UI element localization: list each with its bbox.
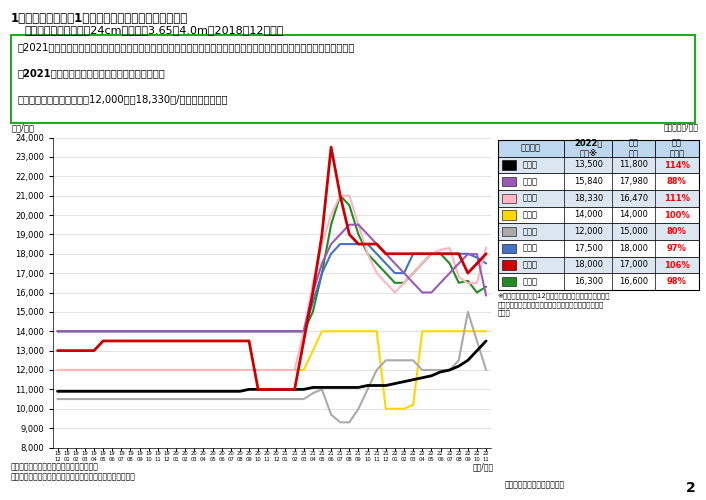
- Text: 11,800: 11,800: [619, 160, 648, 170]
- Text: 100%: 100%: [664, 210, 690, 220]
- Bar: [498, 274, 699, 290]
- Bar: [502, 177, 516, 186]
- Text: 114%: 114%: [664, 160, 690, 170]
- Bar: [498, 206, 699, 224]
- Text: 秋田県: 秋田県: [522, 177, 537, 186]
- Text: ・直近のスギ原木価格は、12,000円～18,330円/㎥となっている。: ・直近のスギ原木価格は、12,000円～18,330円/㎥となっている。: [18, 94, 228, 104]
- Text: ア　スギ（全国）　彄24cm程度、长3.65～4.0m（2018年12月～）: ア スギ（全国） 彄24cm程度、长3.65～4.0m（2018年12月～）: [25, 25, 284, 35]
- Text: 18,330: 18,330: [574, 194, 603, 203]
- Bar: [502, 277, 516, 286]
- Text: 16,300: 16,300: [574, 277, 603, 286]
- Text: 17,500: 17,500: [574, 244, 603, 253]
- Bar: [498, 140, 699, 156]
- Text: 111%: 111%: [664, 194, 690, 203]
- Bar: [498, 256, 699, 274]
- Text: 15,000: 15,000: [619, 227, 648, 236]
- Bar: [498, 156, 699, 174]
- Text: 熊本県: 熊本県: [522, 260, 537, 270]
- Text: 前年
同期比: 前年 同期比: [669, 138, 684, 158]
- Text: 岡山県: 岡山県: [522, 227, 537, 236]
- Text: （円/㎥）: （円/㎥）: [11, 124, 35, 133]
- Text: 17,000: 17,000: [619, 260, 648, 270]
- Text: 注２：都道府県が選定した特定の原木市場・共販所の価格。: 注２：都道府県が選定した特定の原木市場・共販所の価格。: [11, 472, 136, 482]
- Text: （年/月）: （年/月）: [473, 462, 494, 471]
- Bar: [502, 160, 516, 170]
- Text: 18,000: 18,000: [619, 244, 648, 253]
- Text: 80%: 80%: [667, 227, 687, 236]
- Text: 88%: 88%: [667, 177, 687, 186]
- Text: 106%: 106%: [664, 260, 690, 270]
- Bar: [498, 240, 699, 256]
- Bar: [502, 244, 516, 253]
- Text: 16,600: 16,600: [619, 277, 648, 286]
- Text: 14,000: 14,000: [574, 210, 603, 220]
- Text: 98%: 98%: [667, 277, 687, 286]
- Text: 長野県: 長野県: [522, 210, 537, 220]
- Text: 14,000: 14,000: [619, 210, 648, 220]
- Text: 宮崎県: 宮崎県: [522, 277, 537, 286]
- Text: 13,500: 13,500: [574, 160, 603, 170]
- Text: 16,470: 16,470: [619, 194, 648, 203]
- Text: 栃木県: 栃木県: [522, 194, 537, 203]
- Bar: [502, 227, 516, 236]
- Bar: [502, 194, 516, 203]
- Text: ※北海道については12月、秋田県、栃木県、長野県、岡
山県、高知県、熊本県及び宮崎県については１月の値を
使用。: ※北海道については12月、秋田県、栃木県、長野県、岡 山県、高知県、熊本県及び宮…: [498, 292, 610, 316]
- Text: ・2021年４月以降、いわゆるウッドショックにより価格が大きく上昇し、その後一部の地域で下落したが、全般的には、: ・2021年４月以降、いわゆるウッドショックにより価格が大きく上昇し、その後一部…: [18, 42, 355, 52]
- Text: 高知県: 高知県: [522, 244, 537, 253]
- Text: 15,840: 15,840: [574, 177, 603, 186]
- Text: 注１：北海道はカラマツ（工場着価格）。: 注１：北海道はカラマツ（工場着価格）。: [11, 462, 98, 471]
- Bar: [498, 224, 699, 240]
- Bar: [502, 210, 516, 220]
- Text: 2: 2: [686, 481, 695, 495]
- Text: 97%: 97%: [667, 244, 687, 253]
- Bar: [502, 260, 516, 270]
- Text: 都道府県: 都道府県: [521, 144, 541, 153]
- Text: 2022年
直近※: 2022年 直近※: [574, 138, 602, 158]
- Bar: [498, 190, 699, 206]
- Text: 17,980: 17,980: [619, 177, 648, 186]
- Text: 12,000: 12,000: [574, 227, 603, 236]
- Text: （単位：円/㎥）: （単位：円/㎥）: [664, 122, 699, 131]
- Text: 1　価格の動向　（1）原木価格（原木市場・共販所）: 1 価格の動向 （1）原木価格（原木市場・共販所）: [11, 12, 188, 26]
- Text: 2021年３月以前と比較すると高い水準で推移。: 2021年３月以前と比較すると高い水準で推移。: [18, 68, 165, 78]
- Bar: [498, 174, 699, 190]
- Text: 北海道: 北海道: [522, 160, 537, 170]
- Text: 前年
同期: 前年 同期: [628, 138, 638, 158]
- Text: 18,000: 18,000: [574, 260, 603, 270]
- Text: 資料：林野庁木材産業課調べ: 資料：林野庁木材産業課調べ: [505, 480, 565, 489]
